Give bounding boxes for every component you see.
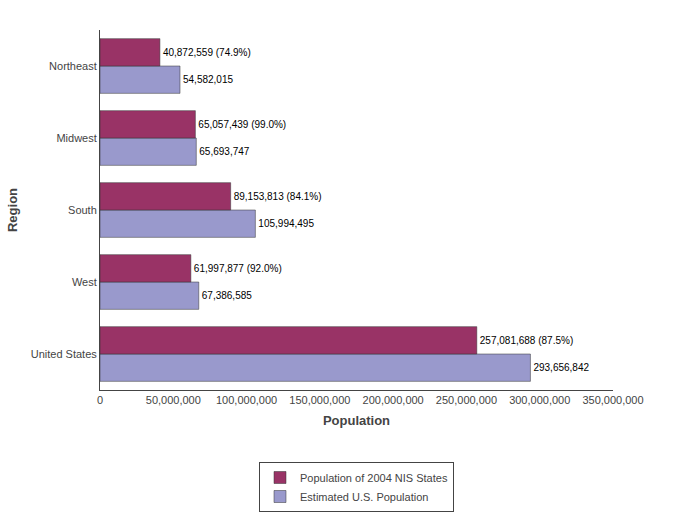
svg-text:250,000,000: 250,000,000	[436, 394, 497, 406]
svg-text:350,000,000: 350,000,000	[582, 394, 643, 406]
svg-text:67,386,585: 67,386,585	[202, 290, 252, 301]
svg-text:65,693,747: 65,693,747	[199, 146, 249, 157]
svg-text:West: West	[72, 276, 97, 288]
svg-text:54,582,015: 54,582,015	[183, 74, 233, 85]
svg-text:293,656,842: 293,656,842	[533, 362, 589, 373]
svg-text:257,081,688 (87.5%): 257,081,688 (87.5%)	[480, 335, 573, 346]
svg-text:200,000,000: 200,000,000	[363, 394, 424, 406]
svg-text:Population: Population	[323, 413, 390, 428]
svg-text:Midwest: Midwest	[56, 132, 96, 144]
svg-text:40,872,559 (74.9%): 40,872,559 (74.9%)	[163, 47, 251, 58]
svg-text:United States: United States	[31, 348, 98, 360]
svg-text:89,153,813 (84.1%): 89,153,813 (84.1%)	[234, 191, 322, 202]
svg-text:100,000,000: 100,000,000	[216, 394, 277, 406]
svg-text:Estimated U.S. Population: Estimated U.S. Population	[300, 491, 428, 503]
svg-text:105,994,495: 105,994,495	[258, 218, 314, 229]
svg-text:65,057,439 (99.0%): 65,057,439 (99.0%)	[198, 119, 286, 130]
svg-text:Northeast: Northeast	[49, 60, 97, 72]
svg-text:300,000,000: 300,000,000	[509, 394, 570, 406]
svg-text:0: 0	[97, 394, 103, 406]
svg-text:Region: Region	[5, 188, 20, 232]
svg-text:50,000,000: 50,000,000	[146, 394, 201, 406]
svg-text:Population of 2004 NIS States: Population of 2004 NIS States	[300, 472, 448, 484]
svg-text:South: South	[68, 204, 97, 216]
svg-text:150,000,000: 150,000,000	[289, 394, 350, 406]
svg-text:61,997,877 (92.0%): 61,997,877 (92.0%)	[194, 263, 282, 274]
